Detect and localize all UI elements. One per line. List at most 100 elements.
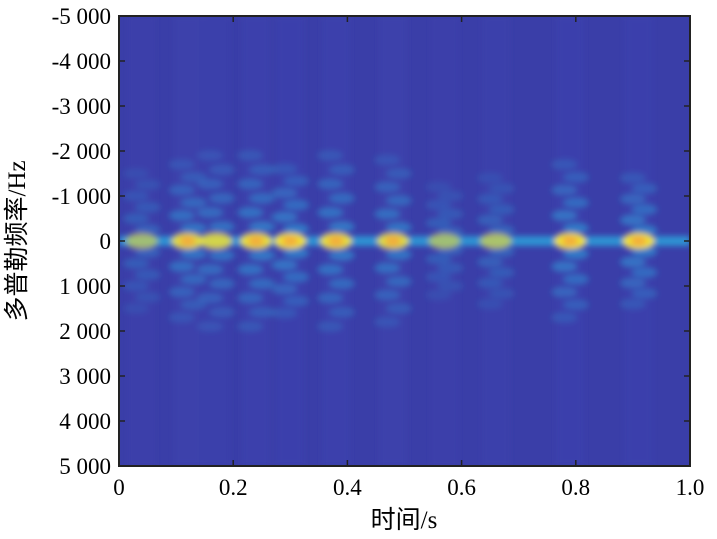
sideband-blob <box>374 263 401 273</box>
sideband-blob <box>488 288 515 299</box>
sideband-blob <box>619 173 646 183</box>
sideband-blob <box>197 179 224 189</box>
sideband-blob <box>631 246 658 257</box>
sideband-blob <box>122 191 149 201</box>
sideband-blob <box>209 193 236 204</box>
y-tick-label: 5 000 <box>59 454 111 479</box>
sideband-blob <box>386 276 413 287</box>
sideband-blob <box>551 185 578 195</box>
heatmap-layer <box>119 16 690 466</box>
sideband-blob <box>180 197 207 208</box>
sideband-blob <box>134 247 161 258</box>
sideband-blob <box>488 225 515 236</box>
sideband-blob <box>551 159 578 170</box>
sideband-blob <box>134 202 161 213</box>
sideband-blob <box>551 261 578 272</box>
sideband-blob <box>249 278 276 289</box>
sideband-blob <box>476 257 503 267</box>
peak-core <box>179 236 196 246</box>
sideband-blob <box>328 193 355 204</box>
sideband-blob <box>283 248 310 258</box>
sideband-blob <box>374 182 401 192</box>
sideband-blob <box>619 278 646 288</box>
sideband-blob <box>237 179 264 189</box>
sideband-blob <box>316 207 343 218</box>
peak-core <box>562 236 579 246</box>
sideband-blob <box>328 278 355 289</box>
sideband-blob <box>386 303 413 314</box>
sideband-blob <box>476 215 503 225</box>
sideband-blob <box>197 150 224 161</box>
y-tick-label: 2 000 <box>59 319 111 344</box>
x-axis-title: 时间/s <box>371 506 438 534</box>
sideband-blob <box>425 254 452 264</box>
sideband-blob <box>180 223 207 234</box>
sideband-blob <box>425 218 452 228</box>
sideband-blob <box>134 292 161 303</box>
sideband-blob <box>122 258 149 269</box>
sideband-blob <box>631 225 658 236</box>
sideband-blob <box>209 307 236 318</box>
sideband-blob <box>209 221 236 232</box>
sideband-blob <box>197 207 224 218</box>
peak-core <box>248 236 265 246</box>
sideband-blob <box>180 299 207 310</box>
sideband-blob <box>283 296 310 306</box>
y-axis: -5 000 -4 000 -3 000 -2 000 -1 000 0 1 000 2 00… <box>52 4 690 479</box>
sideband-blob <box>316 264 343 275</box>
sideband-blob <box>180 172 207 183</box>
sideband-blob <box>168 312 195 323</box>
sideband-blob <box>168 210 195 221</box>
sideband-blob <box>271 260 298 270</box>
x-axis: 0 0.2 0.4 0.6 0.8 1.0 <box>113 16 704 500</box>
sideband-blob <box>551 312 578 323</box>
sideband-blob <box>386 222 413 233</box>
y-tick-label: 3 000 <box>59 364 111 389</box>
sideband-blob <box>437 281 464 291</box>
sideband-blob <box>437 191 464 201</box>
y-tick-label: -1 000 <box>52 184 111 209</box>
peak-core <box>385 236 402 246</box>
sideband-blob <box>488 267 515 278</box>
peak-halo <box>200 233 233 249</box>
sideband-blob <box>283 200 310 210</box>
sideband-blob <box>122 168 149 179</box>
sideband-blob <box>197 321 224 332</box>
sideband-blob <box>619 257 646 267</box>
sideband-blob <box>122 281 149 291</box>
sideband-blob <box>316 150 343 161</box>
sideband-blob <box>209 278 236 289</box>
sideband-blob <box>237 293 264 303</box>
sideband-blob <box>437 209 464 219</box>
sideband-blob <box>631 183 658 194</box>
sideband-blob <box>386 249 413 260</box>
sideband-blob <box>631 288 658 299</box>
sideband-blob <box>249 164 276 175</box>
sideband-blob <box>249 221 276 232</box>
sideband-blob <box>374 209 401 219</box>
sideband-blob <box>197 264 224 275</box>
sideband-blob <box>209 164 236 175</box>
sideband-blob <box>168 185 195 195</box>
sideband-blob <box>476 173 503 183</box>
sideband-blob <box>180 274 207 285</box>
y-tick-label: -5 000 <box>52 4 111 29</box>
sideband-blob <box>425 182 452 192</box>
sideband-blob <box>249 250 276 261</box>
sideband-blob <box>386 168 413 179</box>
peak-core <box>630 236 647 246</box>
sideband-blob <box>316 321 343 332</box>
sideband-blob <box>134 179 161 190</box>
sideband-blob <box>271 284 298 294</box>
sideband-blob <box>328 250 355 261</box>
peak-core <box>282 236 299 246</box>
y-tick-label: -4 000 <box>52 49 111 74</box>
sideband-blob <box>374 155 401 165</box>
sideband-blob <box>374 290 401 300</box>
sideband-blob <box>134 224 161 235</box>
sideband-blob <box>168 287 195 297</box>
y-tick-label: -3 000 <box>52 94 111 119</box>
sideband-blob <box>437 263 464 273</box>
sideband-blob <box>425 290 452 300</box>
y-axis-title: 多普勒频率/Hz <box>3 160 31 321</box>
